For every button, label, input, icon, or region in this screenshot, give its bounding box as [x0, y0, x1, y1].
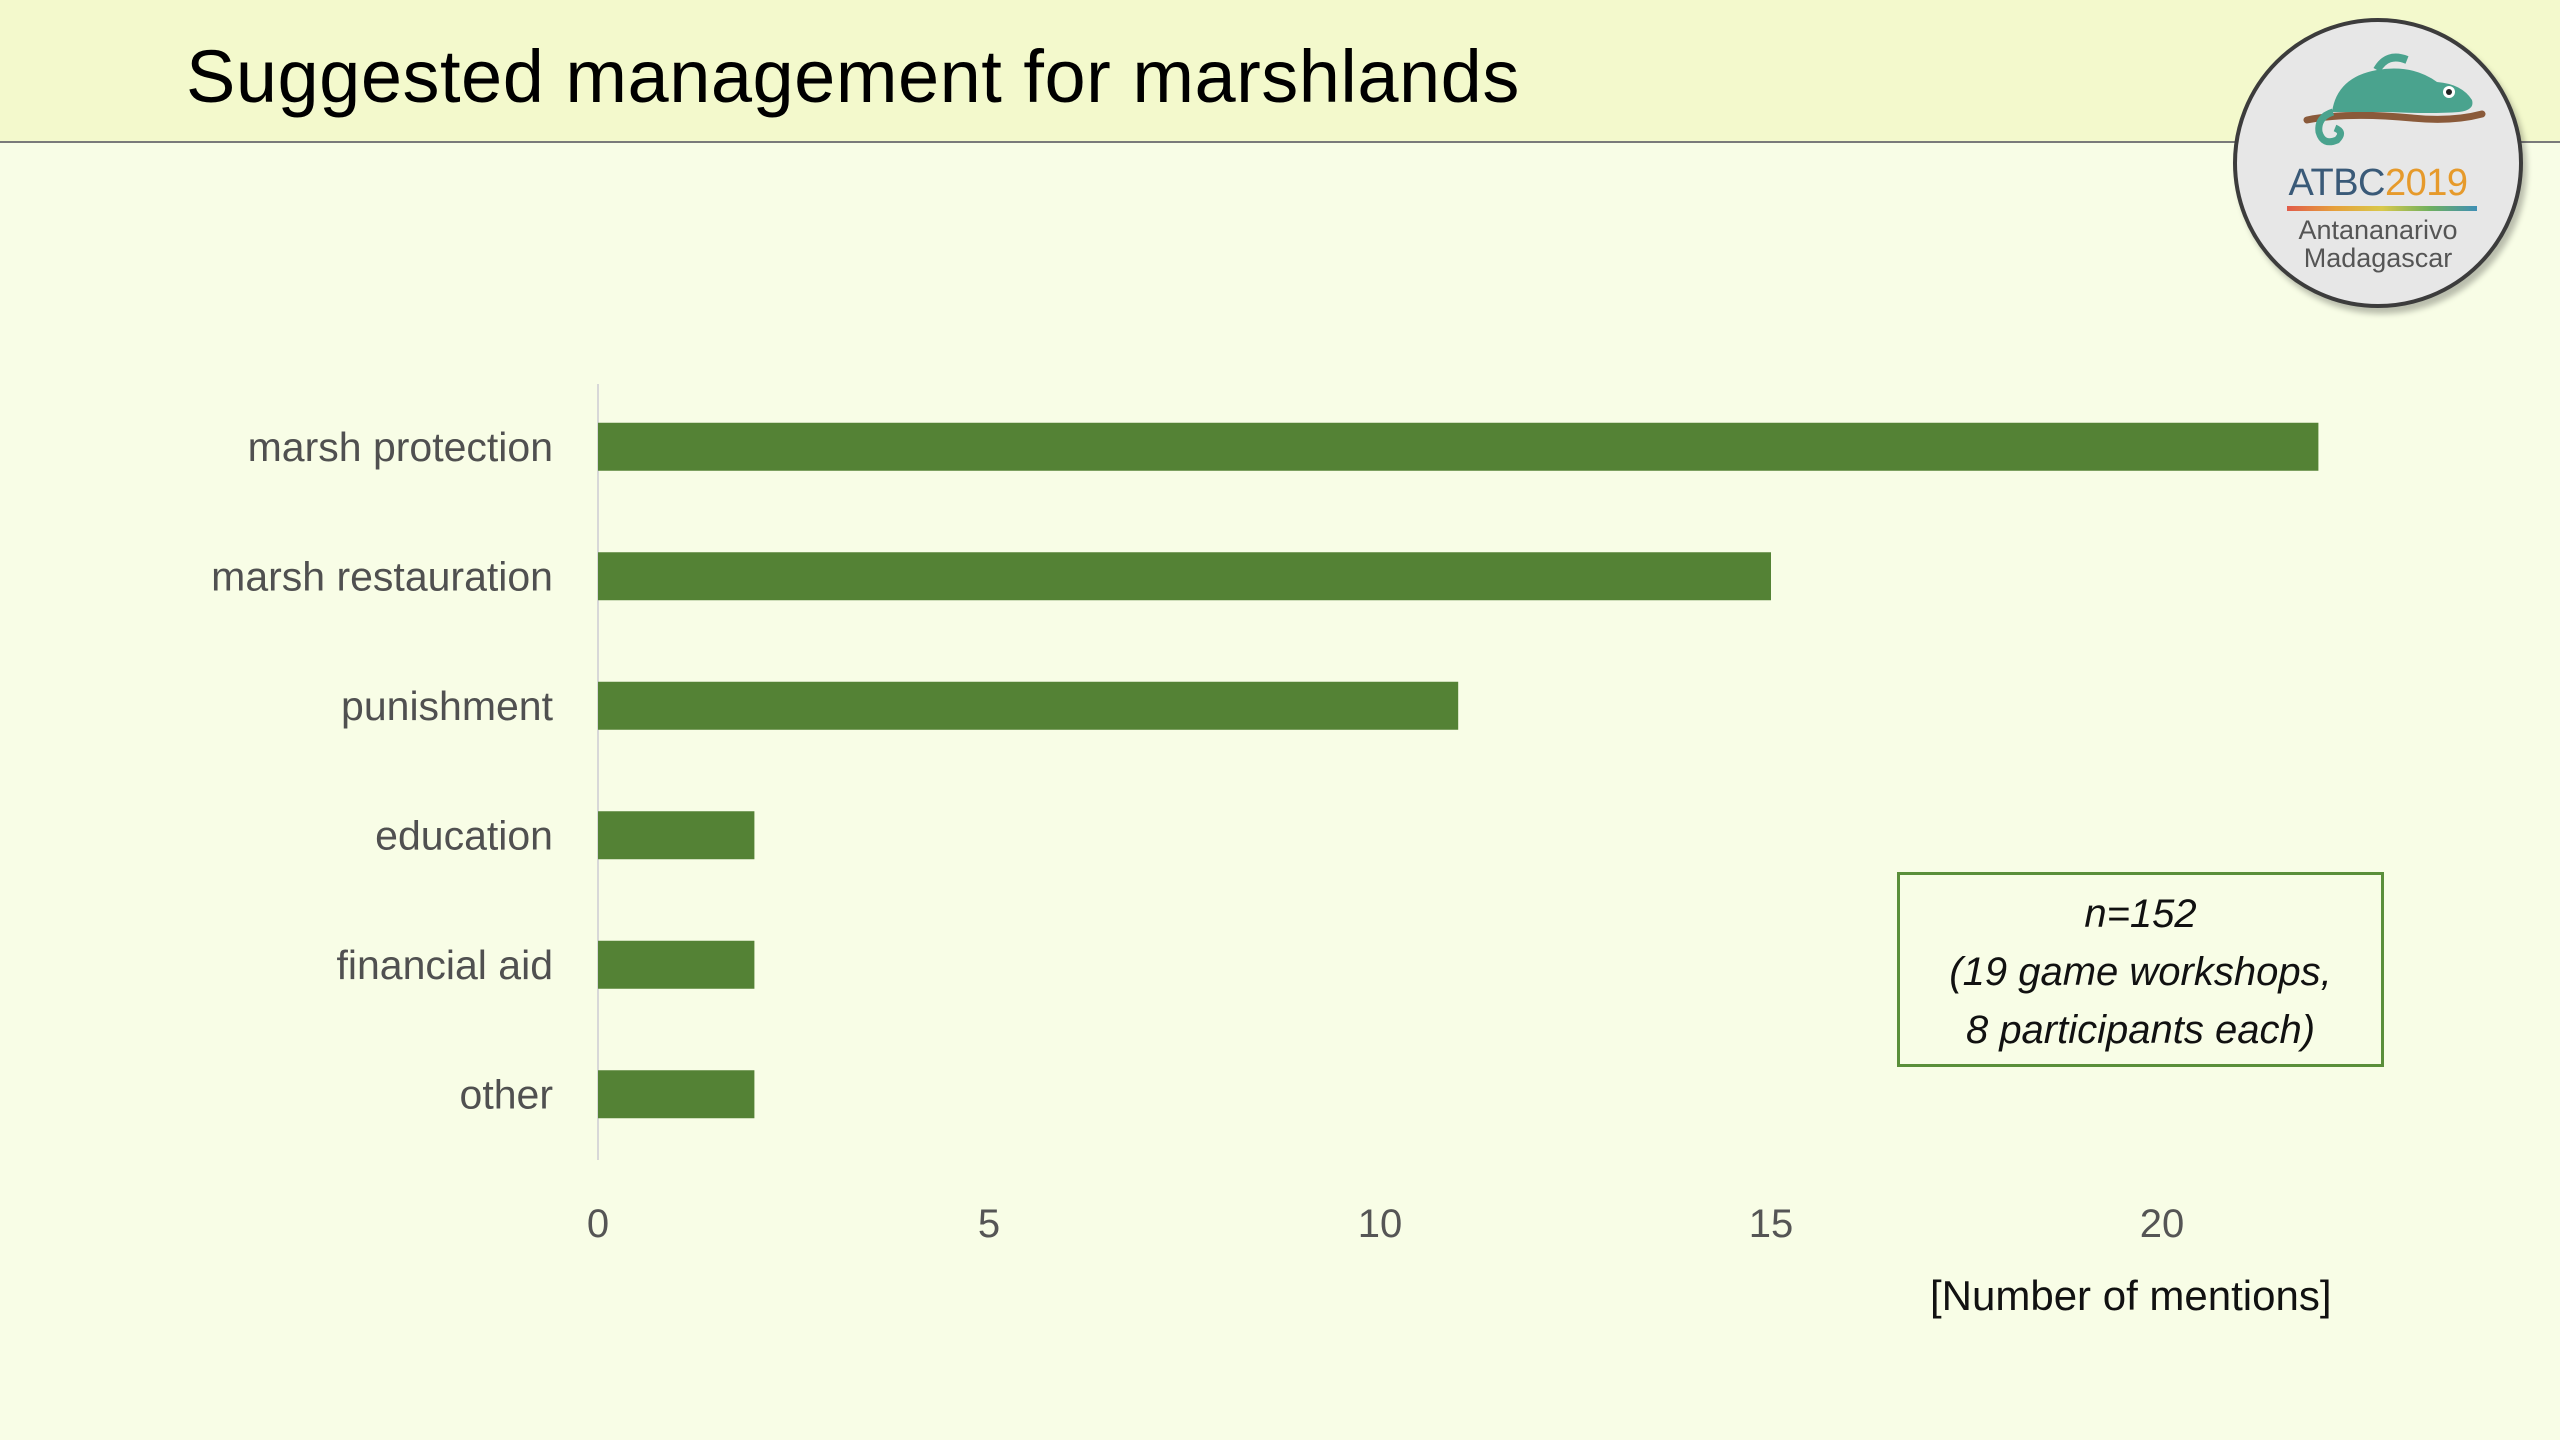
- bar-other: [598, 1070, 755, 1119]
- x-axis-label: [Number of mentions]: [1930, 1272, 2332, 1319]
- x-tick-label: 20: [2140, 1202, 2185, 1246]
- atbc-logo: ATBC2019 Antananarivo Madagascar: [2233, 18, 2523, 308]
- bar-marsh-protection: [598, 422, 2319, 471]
- sample-size-note: n=152 (19 game workshops, 8 participants…: [1897, 872, 2384, 1067]
- page-title: Suggested management for marshlands: [186, 35, 1520, 118]
- category-label: marsh protection: [248, 424, 553, 470]
- logo-title: ATBC2019: [2288, 162, 2468, 204]
- logo-subtitle: Antananarivo Madagascar: [2298, 215, 2458, 273]
- bar-financial-aid: [598, 940, 755, 989]
- category-label: education: [375, 812, 553, 858]
- category-label: other: [460, 1071, 553, 1117]
- bar-education: [598, 811, 755, 860]
- bar-marsh-restauration: [598, 552, 1771, 601]
- category-label: financial aid: [336, 942, 553, 988]
- chameleon-icon: [2303, 53, 2486, 146]
- logo-rule: [2287, 206, 2477, 211]
- x-tick-label: 10: [1358, 1202, 1403, 1246]
- category-label: punishment: [341, 683, 554, 729]
- category-label: marsh restauration: [211, 553, 553, 599]
- x-tick-label: 5: [978, 1202, 1000, 1246]
- header-band: Suggested management for marshlands: [0, 0, 2560, 143]
- x-tick-label: 0: [587, 1202, 609, 1246]
- x-tick-label: 15: [1749, 1202, 1794, 1246]
- bar-punishment: [598, 681, 1459, 730]
